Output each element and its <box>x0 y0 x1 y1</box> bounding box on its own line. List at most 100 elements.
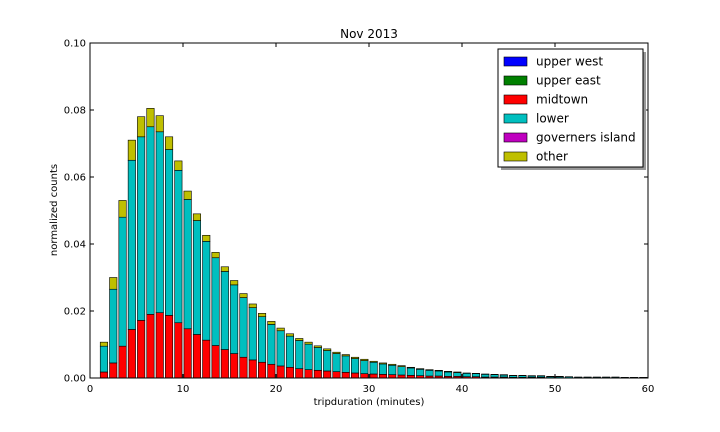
bar-segment-midtown <box>211 345 220 379</box>
bar-segment-midtown <box>118 345 127 379</box>
bar-segment-other <box>313 345 322 348</box>
bar-segment-midtown <box>341 372 350 379</box>
bar-segment-midtown <box>388 374 397 379</box>
bar-segment-lower <box>183 199 192 330</box>
bar-segment-lower <box>230 284 239 354</box>
bar-segment-midtown <box>295 368 304 379</box>
legend-swatch-upper-east <box>503 75 528 86</box>
bar-segment-midtown <box>220 349 229 379</box>
bar-segment-other <box>99 341 108 347</box>
x-tick-label: 60 <box>642 384 655 395</box>
bar-segment-lower <box>341 355 350 373</box>
bar-segment-other <box>248 303 257 308</box>
bar-segment-lower <box>202 241 211 341</box>
bar-segment-lower <box>304 343 313 370</box>
x-tick-label: 30 <box>363 384 376 395</box>
bar-segment-other <box>127 139 136 161</box>
bar-segment-other <box>304 341 313 345</box>
bar-segment-other <box>192 213 201 221</box>
bar-segment-midtown <box>155 312 164 379</box>
bar-segment-other <box>276 327 285 332</box>
bar-segment-lower <box>332 353 341 372</box>
plot-frame <box>89 42 649 379</box>
bar-segment-other <box>285 333 294 337</box>
bar-segment-lower <box>295 340 304 369</box>
bar-segment-lower <box>406 367 415 376</box>
bar-segment-midtown <box>378 374 387 379</box>
legend-swatch-governers-island <box>503 132 528 143</box>
bar-segment-other <box>444 370 453 373</box>
legend-label-upper-east: upper east <box>536 74 601 88</box>
bar-segment-lower <box>499 374 508 378</box>
bar-segment-midtown <box>285 366 294 379</box>
x-tick-label: 40 <box>456 384 469 395</box>
bar-segment-lower <box>481 374 490 378</box>
bar-segment-lower <box>444 371 453 377</box>
bar-segment-lower <box>285 335 294 368</box>
bar-segment-other <box>332 351 341 354</box>
bar-segment-midtown <box>202 339 211 379</box>
bar-segment-lower <box>388 364 397 375</box>
bar-segment-lower <box>378 363 387 375</box>
bar-segment-other <box>295 338 304 341</box>
bar-segment-lower <box>211 257 220 346</box>
bar-segment-other <box>146 108 155 128</box>
bar-segment-midtown <box>183 328 192 379</box>
x-axis-label: tripduration (minutes) <box>314 397 425 408</box>
bar-segment-other <box>397 365 406 367</box>
bar-segment-lower <box>248 307 257 361</box>
bar-segment-midtown <box>360 373 369 379</box>
legend: upper west upper east midtown lower governer… <box>497 48 646 170</box>
bar-segment-lower <box>276 330 285 367</box>
bar-segment-other <box>118 200 127 218</box>
bar-segment-other <box>378 362 387 365</box>
bar-segment-other <box>341 354 350 357</box>
bar-segment-other <box>388 363 397 366</box>
bar-segment-lower <box>174 170 183 324</box>
bar-segment-lower <box>109 288 118 364</box>
x-tick-label: 50 <box>549 384 562 395</box>
bar-segment-midtown <box>276 365 285 379</box>
legend-box <box>497 48 644 168</box>
bar-segment-lower <box>462 373 471 377</box>
legend-swatch-lower <box>503 113 528 124</box>
bar-segment-lower <box>313 347 322 371</box>
bar-segment-other <box>406 366 415 369</box>
legend-label-upper-west: upper west <box>536 55 603 69</box>
bar-segment-midtown <box>248 359 257 379</box>
bar-segment-other <box>369 360 378 363</box>
bar-segment-other <box>453 371 462 373</box>
y-tick-label: 0.08 <box>64 106 86 117</box>
bar-segment-midtown <box>323 370 332 379</box>
bar-segment-midtown <box>127 329 136 379</box>
bar-segment-other <box>351 356 360 359</box>
bar-segment-lower <box>425 369 434 377</box>
bar-segment-lower <box>146 126 155 315</box>
bar-segment-other <box>109 277 118 290</box>
bar-segment-lower <box>267 324 276 365</box>
bar-segment-midtown <box>109 362 118 379</box>
ticks-group: 0 10 20 30 40 50 60 0.00 0.02 0.04 0.06 0.08 0.10 <box>64 39 655 396</box>
bar-segment-lower <box>192 220 201 335</box>
bar-segment-lower <box>416 368 425 376</box>
bar-segment-other <box>425 369 434 371</box>
legend-swatch-midtown <box>503 94 528 105</box>
bar-segment-lower <box>397 366 406 376</box>
x-tick-label: 20 <box>270 384 283 395</box>
bar-segment-lower <box>239 297 248 358</box>
bar-segment-other <box>174 160 183 171</box>
bar-segment-other <box>202 234 211 242</box>
x-tick-label: 0 <box>87 384 93 395</box>
bar-segment-lower <box>127 159 136 330</box>
x-tick-label: 10 <box>177 384 190 395</box>
bar-segment-other <box>258 313 267 318</box>
bar-segment-lower <box>453 372 462 377</box>
y-tick-label: 0.10 <box>64 39 86 50</box>
bar-segment-other <box>267 321 276 325</box>
bar-segment-lower <box>323 350 332 372</box>
bar-segment-other <box>137 116 146 138</box>
bar-segment-midtown <box>369 373 378 379</box>
y-axis-label: normalized counts <box>49 164 60 256</box>
bar-segment-lower <box>220 271 229 350</box>
